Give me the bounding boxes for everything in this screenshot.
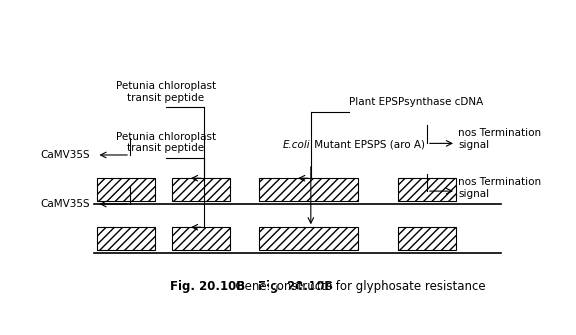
Bar: [172, 178, 230, 201]
Text: CaMV35S: CaMV35S: [40, 150, 90, 160]
Bar: [398, 178, 456, 201]
Text: Fig. 20.10B  Gene constructs for glyphosate resistance: Fig. 20.10B Gene constructs for glyphosa…: [134, 280, 457, 293]
Text: Petunia chloroplast
transit peptide: Petunia chloroplast transit peptide: [116, 132, 216, 153]
Text: E.coli: E.coli: [283, 140, 311, 150]
Text: Mutant EPSPS (aro A): Mutant EPSPS (aro A): [311, 140, 425, 150]
Text: Plant EPSPsynthase cDNA: Plant EPSPsynthase cDNA: [348, 97, 483, 107]
Text: Fig. 20.10B  Gene constructs for glyphosate resistance: Fig. 20.10B Gene constructs for glyphosa…: [134, 280, 457, 293]
Text: Fig. 20.10B: Fig. 20.10B: [72, 288, 147, 301]
Bar: [259, 227, 358, 251]
Bar: [172, 227, 230, 251]
Bar: [97, 227, 154, 251]
Text: CaMV35S: CaMV35S: [40, 199, 90, 209]
Text: Fig. 20.10B: Fig. 20.10B: [170, 280, 245, 293]
Text: Gene constructs for glyphosate resistance: Gene constructs for glyphosate resistanc…: [228, 280, 486, 293]
Bar: [97, 178, 154, 201]
Text: Fig. 20.10B: Fig. 20.10B: [257, 280, 333, 293]
Bar: [259, 178, 358, 201]
Text: nos Termination
signal: nos Termination signal: [458, 177, 541, 199]
Text: Petunia chloroplast
transit peptide: Petunia chloroplast transit peptide: [116, 81, 216, 103]
Bar: [398, 227, 456, 251]
Text: nos Termination
signal: nos Termination signal: [458, 128, 541, 149]
